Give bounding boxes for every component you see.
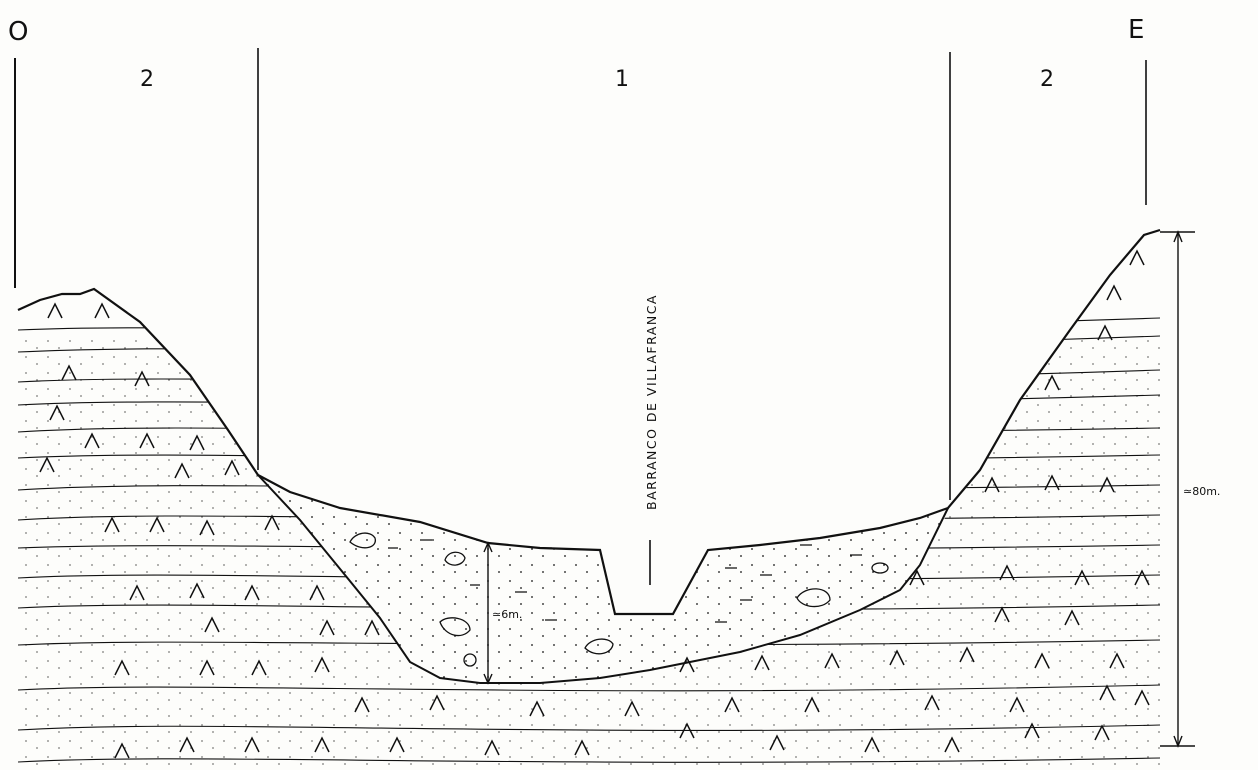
zone-center-label: 1 xyxy=(615,67,629,92)
clast-outlines xyxy=(349,532,889,667)
zone-left-label: 2 xyxy=(140,67,154,92)
bedrock-strata xyxy=(18,317,1160,770)
zone-right-label: 2 xyxy=(1040,67,1054,92)
deposit-thickness-arrow xyxy=(483,541,493,685)
total-height-label: ≃80m. xyxy=(1183,485,1220,498)
zone-dividers xyxy=(14,48,1147,500)
west-label: O xyxy=(8,17,28,47)
east-label: E xyxy=(1128,15,1144,45)
ground-profile xyxy=(17,228,1161,616)
deposit-base-line xyxy=(257,474,949,684)
bedrock-symbols xyxy=(39,249,1150,759)
alluvial-deposit xyxy=(258,475,948,683)
river-name-label: BARRANCO DE VILLAFRANCA xyxy=(644,294,659,510)
total-height-arrow xyxy=(1160,230,1195,748)
deposit-thickness-label: ≃6m. xyxy=(492,608,522,621)
